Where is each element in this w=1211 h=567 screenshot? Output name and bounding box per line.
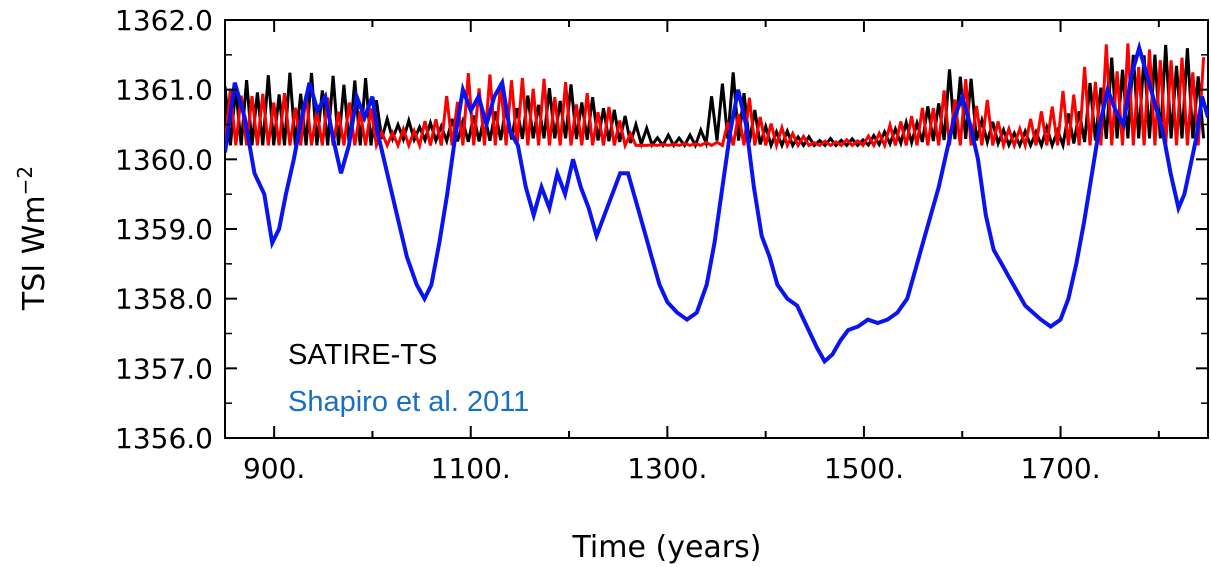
x-axis-title: Time (years) — [572, 530, 762, 565]
y-tick-label: 1357.0 — [115, 352, 213, 385]
y-axis-title-main: TSI Wm — [17, 195, 52, 311]
series-line-2 — [225, 40, 1208, 365]
tick-layer: 1356.0 1357.0 1358.0 1359.0 1360.0 1361.0 1362… — [115, 4, 1208, 485]
series-line-1 — [225, 43, 1206, 152]
y-tick-label: 1362.0 — [115, 4, 213, 37]
x-tick-label: 900. — [243, 452, 305, 485]
legend-entry-satire: SATIRE-TS — [288, 339, 437, 371]
legend-entry-shapiro: Shapiro et al. 2011 — [288, 386, 529, 418]
series-layer — [225, 40, 1208, 365]
y-tick-label: 1356.0 — [115, 422, 213, 455]
x-tick-label: 1700. — [1020, 452, 1100, 485]
x-tick-label: 1500. — [824, 452, 904, 485]
svg-text:TSI Wm−2: TSI Wm−2 — [13, 166, 52, 311]
y-tick-label: 1361.0 — [115, 74, 213, 107]
y-tick-label: 1358.0 — [115, 283, 213, 316]
y-axis-title-exponent: −2 — [13, 166, 37, 195]
x-tick-label: 1300. — [627, 452, 707, 485]
y-tick-label: 1360.0 — [115, 143, 213, 176]
legend: SATIRE-TS Shapiro et al. 2011 — [288, 339, 529, 418]
y-axis-title: TSI Wm−2 — [13, 166, 52, 311]
y-tick-label: 1359.0 — [115, 213, 213, 246]
series-line-0 — [225, 44, 1206, 151]
x-tick-label: 1100. — [431, 452, 511, 485]
